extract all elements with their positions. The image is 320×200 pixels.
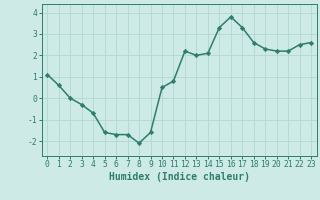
X-axis label: Humidex (Indice chaleur): Humidex (Indice chaleur)	[109, 172, 250, 182]
